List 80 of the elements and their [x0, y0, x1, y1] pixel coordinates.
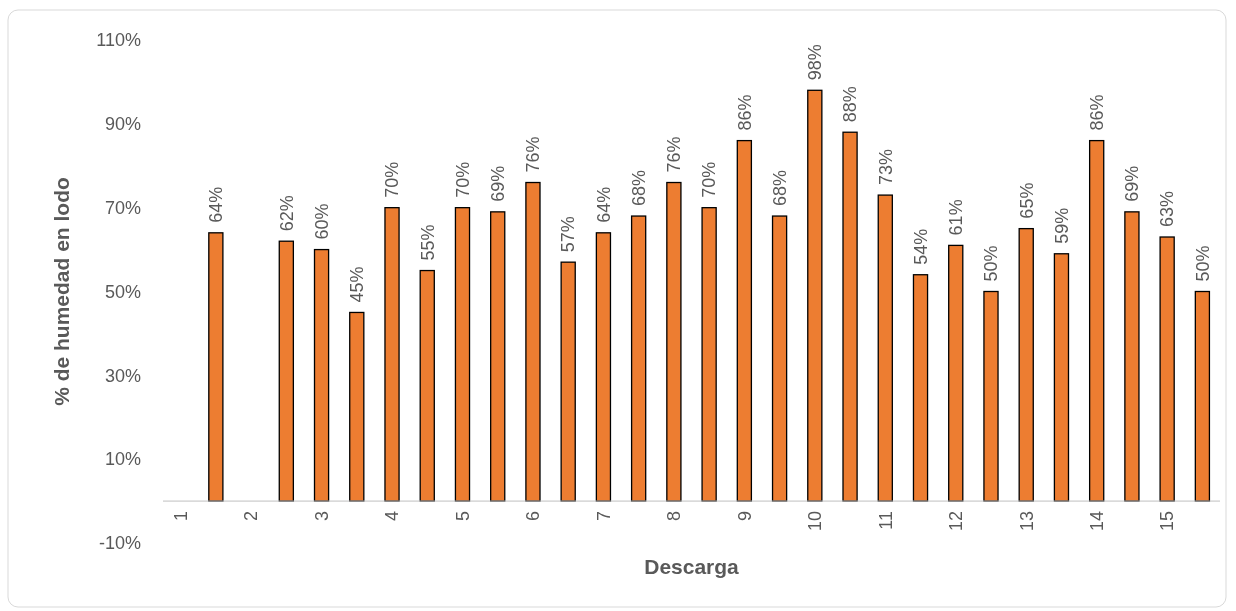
y-tick-label: 70%: [104, 197, 141, 218]
data-label: 76%: [664, 136, 685, 173]
data-label: 68%: [628, 170, 649, 207]
data-label: 69%: [1122, 165, 1143, 202]
bar: [208, 232, 224, 502]
bar: [630, 215, 647, 502]
x-tick-label: 15: [1157, 511, 1178, 532]
bar: [525, 181, 541, 502]
bar: [1088, 139, 1105, 502]
x-tick-label: 13: [1016, 511, 1037, 532]
bar: [560, 261, 576, 502]
y-tick-label: -10%: [98, 533, 141, 554]
y-tick-label: 90%: [104, 114, 141, 135]
data-label: 86%: [1086, 94, 1107, 131]
x-tick-label: 11: [875, 511, 896, 530]
x-tick-label: 3: [311, 511, 332, 522]
data-label: 61%: [946, 199, 967, 236]
y-tick-label: 110%: [96, 30, 141, 51]
data-label: 70%: [699, 161, 720, 198]
x-tick-label: 10: [805, 511, 826, 532]
x-tick-label: 7: [593, 511, 614, 522]
x-tick-label: 5: [452, 511, 473, 522]
data-label: 62%: [276, 195, 297, 232]
data-label: 45%: [347, 266, 368, 303]
data-label: 70%: [452, 161, 473, 198]
bar: [912, 274, 929, 502]
bar: [1018, 227, 1034, 502]
x-tick-label: 4: [382, 511, 403, 522]
data-label: 64%: [206, 186, 227, 223]
data-label: 55%: [417, 224, 438, 261]
bar: [983, 290, 999, 502]
data-label: 57%: [558, 216, 579, 253]
bar: [313, 248, 330, 502]
data-label: 59%: [1051, 207, 1072, 244]
y-tick-label: 30%: [104, 365, 141, 386]
bar: [877, 194, 893, 502]
y-tick-label: 50%: [104, 281, 141, 302]
data-label: 88%: [840, 86, 861, 123]
bar: [595, 232, 612, 502]
data-label: 64%: [593, 186, 614, 223]
data-label: 98%: [805, 44, 826, 81]
data-label: 65%: [1016, 182, 1037, 219]
x-tick-label: 2: [241, 511, 262, 522]
data-label: 70%: [382, 161, 403, 198]
y-axis-title: % de humedad en lodo: [50, 177, 74, 406]
bar: [349, 311, 365, 502]
bar: [1194, 290, 1211, 502]
data-label: 73%: [875, 149, 896, 186]
bar: [1159, 236, 1175, 502]
bar: [1124, 211, 1140, 502]
bar: [419, 269, 435, 502]
bar: [1053, 253, 1070, 502]
data-label: 63%: [1157, 190, 1178, 228]
bar: [807, 89, 823, 502]
x-tick-label: 12: [946, 511, 967, 532]
bar: [701, 207, 717, 502]
bar: [842, 131, 858, 502]
bar: [490, 211, 506, 502]
data-label: 68%: [769, 170, 790, 207]
data-label: 60%: [311, 203, 332, 240]
x-tick-label: 14: [1086, 511, 1107, 532]
bar: [384, 207, 400, 502]
x-axis-title: Descarga: [644, 555, 740, 578]
data-label: 86%: [734, 94, 755, 131]
data-label: 50%: [1192, 245, 1213, 282]
bar: [666, 181, 682, 502]
bar: [948, 244, 964, 502]
x-tick-label: 6: [523, 511, 544, 522]
data-label: 50%: [981, 245, 1002, 282]
bar: [771, 215, 788, 502]
bar: [454, 207, 471, 502]
x-tick-label: 1: [170, 511, 191, 522]
data-label: 69%: [488, 165, 509, 202]
bar: [278, 240, 295, 502]
data-label: 54%: [910, 228, 931, 265]
y-tick-label: 10%: [104, 449, 141, 470]
data-label: 76%: [523, 136, 544, 173]
bar: [736, 139, 753, 502]
x-tick-label: 9: [734, 511, 755, 522]
x-tick-label: 8: [664, 511, 685, 522]
